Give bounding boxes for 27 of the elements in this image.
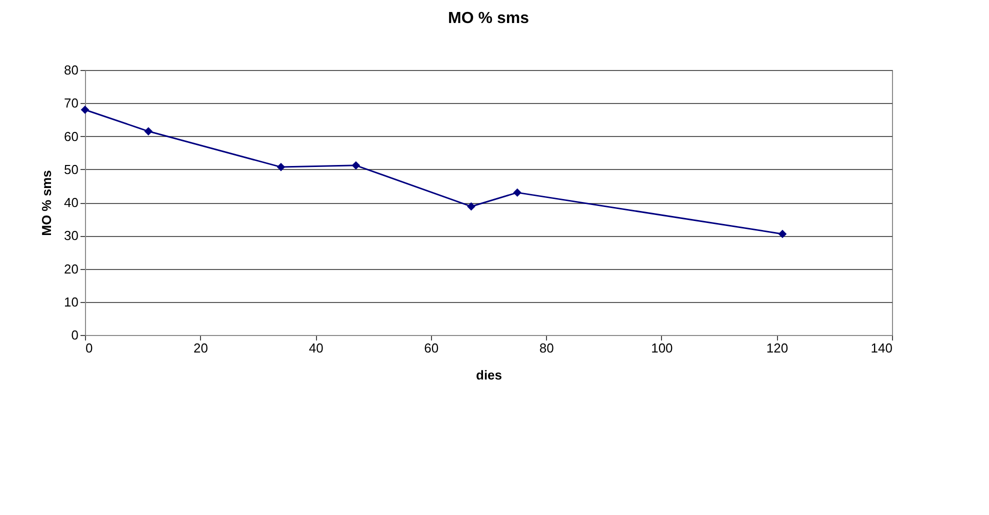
y-axis-title: MO % sms: [39, 170, 54, 236]
point: [80, 106, 90, 114]
x-tick-label: 20: [194, 340, 208, 356]
y-tick-label: 70: [64, 96, 78, 111]
y-tick-label: 20: [64, 261, 78, 276]
x-tick-label: 100: [651, 340, 673, 356]
y-tick-label: 80: [64, 62, 78, 78]
x-tick-label: 60: [424, 340, 439, 356]
point: [144, 127, 153, 136]
x-tick-label: 40: [308, 340, 324, 356]
x-tick-label: 80: [539, 340, 554, 356]
y-tick-label: 60: [64, 128, 78, 144]
chart-title: MO % sms: [448, 10, 530, 27]
x-tick-label: 140: [870, 340, 892, 356]
x-tick-label: 120: [766, 340, 788, 356]
y-tick-label: 50: [64, 162, 78, 177]
point: [467, 202, 476, 211]
point: [276, 162, 286, 172]
y-tick-label: 0: [71, 328, 78, 342]
point: [513, 188, 522, 197]
y-tick-label: 30: [64, 228, 78, 244]
x-axis-title: dies: [476, 368, 502, 382]
point: [352, 161, 360, 170]
y-tick-label: 40: [64, 195, 78, 210]
x-tick-label: 0: [86, 340, 93, 356]
y-tick-label: 10: [64, 294, 78, 310]
point: [778, 230, 787, 238]
